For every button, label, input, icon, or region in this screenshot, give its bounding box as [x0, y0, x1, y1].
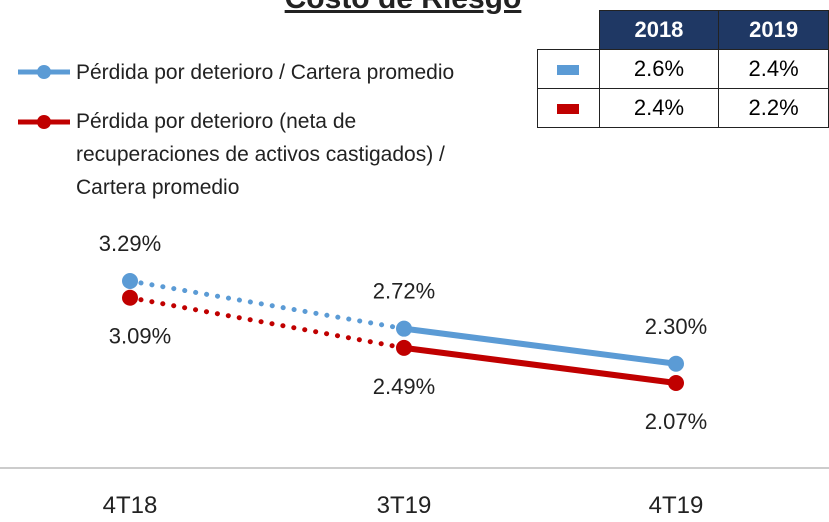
line-segment — [127, 295, 407, 351]
data-label: 3.29% — [99, 231, 161, 256]
swatch — [557, 104, 580, 115]
data-label: 2.07% — [645, 409, 707, 434]
data-point — [396, 339, 412, 356]
line-segment — [127, 278, 407, 332]
header-cell: 2018 — [598, 10, 720, 50]
legend-text: Pérdida por deterioro (neta de recuperac… — [76, 110, 445, 199]
data-point — [396, 320, 412, 337]
data-label: 2.30% — [645, 314, 707, 339]
swatch-cell — [537, 88, 600, 128]
table-header: 2018 2019 — [538, 10, 829, 50]
data-point — [122, 273, 138, 289]
cell: 2.4% — [718, 49, 829, 89]
cell: 2.2% — [718, 88, 829, 128]
data-point — [122, 289, 138, 306]
swatch-cell — [537, 49, 600, 89]
x-tick-label: 3T19 — [377, 492, 432, 519]
x-tick-label: 4T18 — [103, 492, 158, 519]
empty-cell — [538, 11, 600, 50]
line-segment — [401, 344, 679, 386]
data-label: 2.72% — [373, 279, 435, 304]
chart-title: Costo de Riesgo — [285, 0, 522, 15]
legend-marker — [37, 115, 51, 129]
table-row: 2.6% 2.4% — [537, 49, 829, 89]
header-cell: 2019 — [718, 10, 829, 50]
line-segment — [401, 325, 679, 367]
cell: 2.4% — [598, 88, 720, 128]
legend-text: Pérdida por deterioro / Cartera promedio — [76, 61, 455, 84]
x-tick-label: 4T19 — [649, 492, 704, 519]
table: 2018 2019 2.6% 2.4% 2.4% 2.2% — [537, 10, 829, 128]
data-point — [668, 355, 684, 372]
data-point — [668, 375, 684, 391]
data-label: 2.49% — [373, 374, 435, 399]
legend-marker — [37, 65, 51, 79]
data-label: 3.09% — [109, 324, 171, 349]
swatch — [557, 65, 580, 76]
table-row: 2.4% 2.2% — [537, 88, 829, 128]
cell: 2.6% — [598, 49, 720, 89]
